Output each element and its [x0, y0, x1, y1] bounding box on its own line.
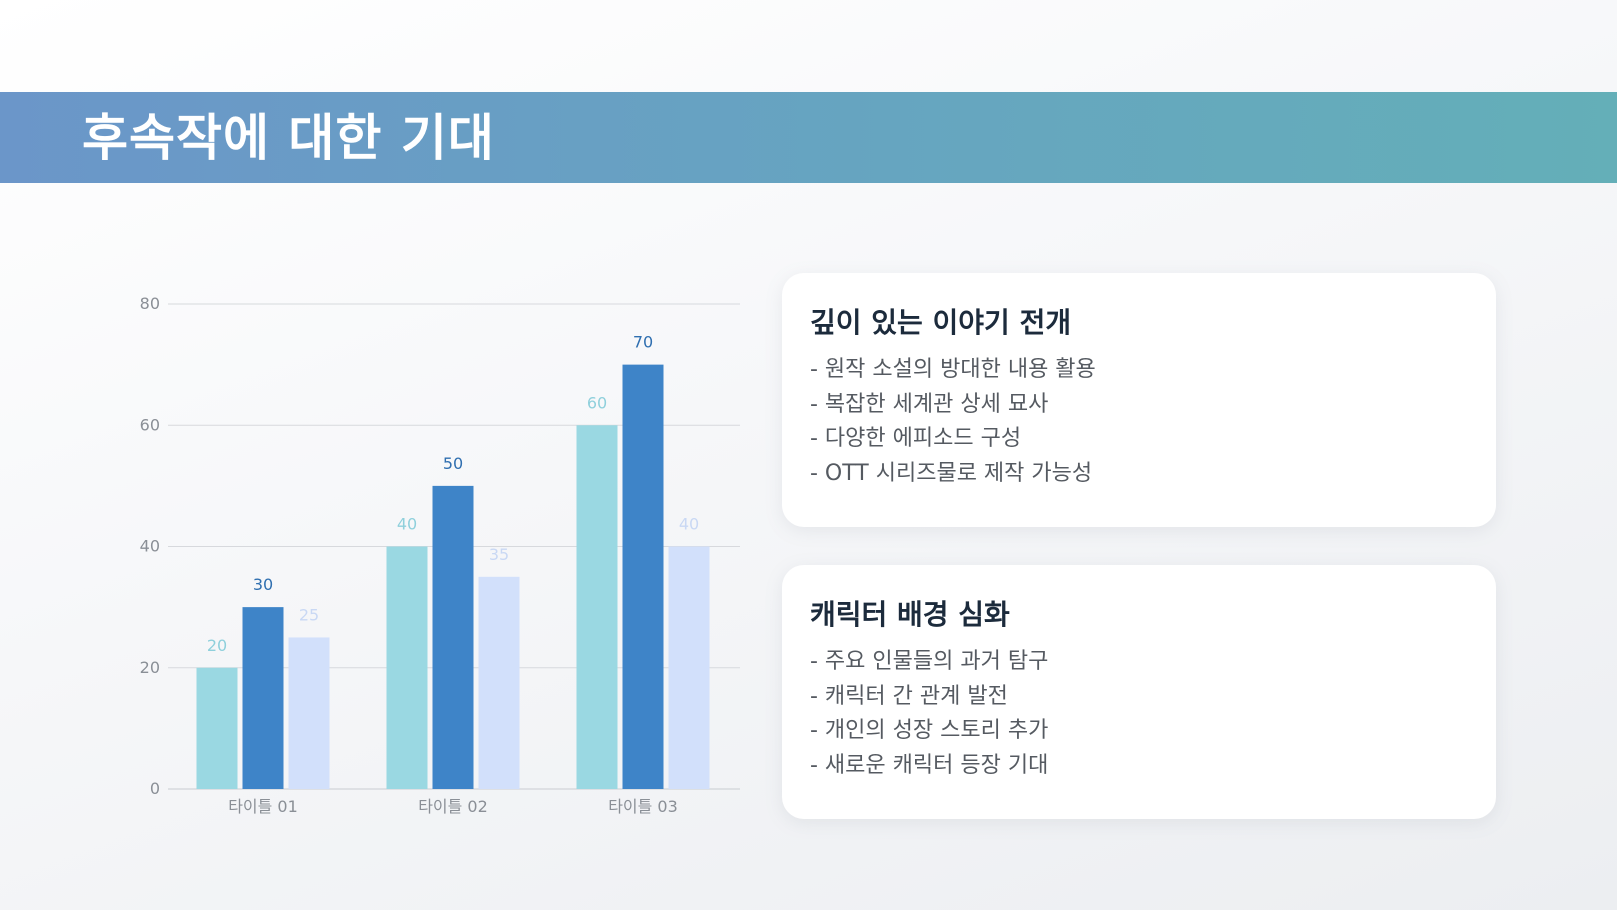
data-label: 30 — [253, 575, 273, 594]
story-card: 깊이 있는 이야기 전개 - 원작 소설의 방대한 내용 활용 - 복잡한 세계… — [782, 273, 1496, 527]
data-label: 25 — [299, 605, 319, 624]
list-item: - 다양한 에피소드 구성 — [810, 426, 1022, 451]
y-tick-label: 20 — [140, 658, 160, 677]
card-list: - 주요 인물들의 과거 탐구 - 캐릭터 간 관계 발전 - 개인의 성장 스… — [810, 645, 1496, 783]
data-label: 40 — [679, 515, 699, 534]
bar — [242, 607, 284, 789]
card-title: 캐릭터 배경 심화 — [810, 598, 1010, 631]
data-label: 40 — [397, 515, 417, 534]
card-title: 깊이 있는 이야기 전개 — [810, 306, 1072, 339]
character-card: 캐릭터 배경 심화 - 주요 인물들의 과거 탐구 - 캐릭터 간 관계 발전 … — [782, 565, 1496, 819]
y-tick-label: 80 — [140, 294, 160, 313]
list-item: - 개인의 성장 스토리 추가 — [810, 718, 1049, 743]
list-item: - 원작 소설의 방대한 내용 활용 — [810, 357, 1096, 382]
bar — [478, 576, 520, 789]
card-list: - 원작 소설의 방대한 내용 활용 - 복잡한 세계관 상세 묘사 - 다양한… — [810, 353, 1496, 491]
x-tick-label: 타이틀 02 — [418, 797, 488, 816]
list-item: - 주요 인물들의 과거 탐구 — [810, 649, 1049, 674]
data-label: 70 — [633, 333, 653, 352]
data-label: 50 — [443, 454, 463, 473]
y-tick-label: 40 — [140, 537, 160, 556]
y-tick-label: 60 — [140, 415, 160, 434]
title-banner: 후속작에 대한 기대 — [0, 92, 1617, 183]
x-tick-label: 타이틀 03 — [608, 797, 678, 816]
bar — [196, 667, 238, 789]
bar — [288, 637, 330, 789]
x-tick-label: 타이틀 01 — [228, 797, 298, 816]
data-label: 35 — [489, 545, 509, 564]
list-item: - 캐릭터 간 관계 발전 — [810, 683, 1008, 709]
list-item: - 새로운 캐릭터 등장 기대 — [810, 752, 1049, 778]
list-item: - OTT 시리즈물로 제작 가능성 — [810, 460, 1093, 486]
page-title: 후속작에 대한 기대 — [82, 109, 495, 167]
data-label: 20 — [207, 636, 227, 655]
bar — [622, 364, 664, 789]
list-item: - 복잡한 세계관 상세 묘사 — [810, 391, 1049, 417]
bar — [432, 485, 474, 789]
bar-chart: 0 20 40 60 80 20 30 25 타이틀 01 40 50 35 타이틀 02 60 70 40 타… — [140, 294, 740, 816]
y-tick-label: 0 — [150, 779, 160, 798]
bar — [386, 546, 428, 789]
bar — [668, 546, 710, 789]
data-label: 60 — [587, 393, 607, 412]
bar — [576, 425, 618, 789]
